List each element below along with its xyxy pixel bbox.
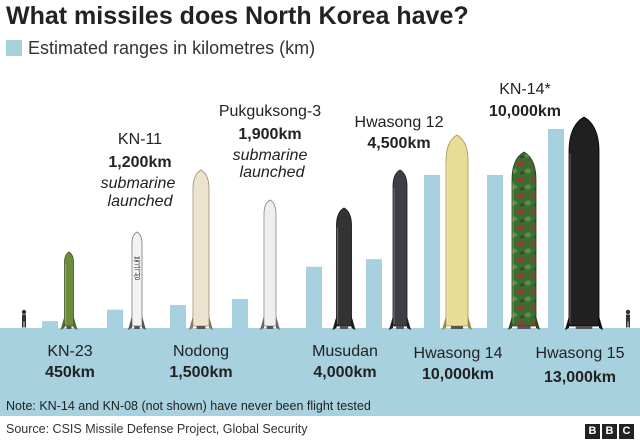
missile-labels: KN-23450kmKN-111,200kmsubmarinelaunchedN… (45, 81, 624, 386)
missile-hwasong-15-icon (565, 116, 603, 330)
missile-illustrations: 북극성 (60, 116, 603, 330)
human-scale-figures (21, 309, 631, 328)
label-name-musudan: Musudan (312, 343, 378, 360)
range-bars (42, 129, 564, 328)
label-range-kn-11: 1,200km (108, 154, 171, 171)
label-range-kn-14-: 10,000km (489, 103, 561, 120)
chart-title: What missiles does North Korea have? (6, 2, 469, 30)
legend-label: Estimated ranges in kilometres (km) (28, 38, 316, 58)
baseline-band (0, 328, 640, 397)
bar-kn-14- (487, 174, 503, 328)
legend-swatch (6, 40, 22, 56)
label-range-nodong: 1,500km (169, 364, 232, 381)
missile-kn-11-icon (128, 231, 146, 330)
label-name-hwasong-14: Hwasong 14 (414, 345, 503, 362)
label-range-kn-23: 450km (45, 364, 95, 381)
label-name-hwasong-15: Hwasong 15 (536, 345, 625, 362)
label-name-kn-11: KN-11 (118, 131, 162, 148)
bbc-logo-letter: B (602, 424, 617, 439)
footer: Source: CSIS Missile Defense Project, Gl… (0, 416, 640, 440)
bar-kn-23 (42, 321, 58, 328)
label-annotation-pukguksong-3: launched (240, 164, 306, 181)
label-annotation-kn-11: submarine (101, 175, 176, 192)
bar-hwasong-12 (366, 259, 382, 328)
missile-kn-14--icon (508, 151, 540, 330)
bar-nodong (170, 305, 186, 328)
bbc-logo-letter: B (585, 424, 600, 439)
bar-kn-11 (107, 309, 123, 328)
missile-hwasong-12-icon (389, 169, 411, 330)
missile-kn-23-icon (60, 251, 78, 330)
label-name-nodong: Nodong (173, 343, 229, 360)
label-name-hwasong-12: Hwasong 12 (355, 114, 444, 131)
label-range-hwasong-12: 4,500km (367, 135, 430, 152)
note-band: Note: KN-14 and KN-08 (not shown) have n… (0, 397, 640, 416)
label-annotation-kn-11: launched (108, 193, 174, 210)
bar-musudan (306, 266, 322, 328)
label-range-musudan: 4,000km (313, 364, 376, 381)
label-name-kn-14-: KN-14* (499, 81, 551, 98)
bar-hwasong-15 (548, 129, 564, 328)
person-right-icon (625, 309, 631, 328)
label-range-hwasong-14: 10,000km (422, 366, 494, 383)
person-left-icon (21, 309, 27, 328)
source-text: Source: CSIS Missile Defense Project, Gl… (6, 422, 308, 436)
label-name-pukguksong-3: Pukguksong-3 (219, 103, 321, 120)
note-text: Note: KN-14 and KN-08 (not shown) have n… (6, 399, 371, 413)
missile-range-chart: 북극성 KN-23450kmKN-111,200kmsubmarinelaunc… (0, 81, 640, 397)
bbc-logo-letter: C (619, 424, 634, 439)
bar-hwasong-14 (424, 174, 440, 328)
missile-hwasong-14-icon (442, 134, 472, 330)
bar-pukguksong-3 (232, 298, 248, 328)
missile-musudan-icon (332, 207, 356, 330)
label-range-hwasong-15: 13,000km (544, 369, 616, 386)
missile-marking-kn-11: 북극성 (133, 256, 142, 280)
label-annotation-pukguksong-3: submarine (233, 147, 308, 164)
missile-nodong-icon (189, 169, 213, 330)
missile-pukguksong-3-icon (260, 199, 280, 330)
label-name-kn-23: KN-23 (47, 343, 92, 360)
label-range-pukguksong-3: 1,900km (238, 126, 301, 143)
